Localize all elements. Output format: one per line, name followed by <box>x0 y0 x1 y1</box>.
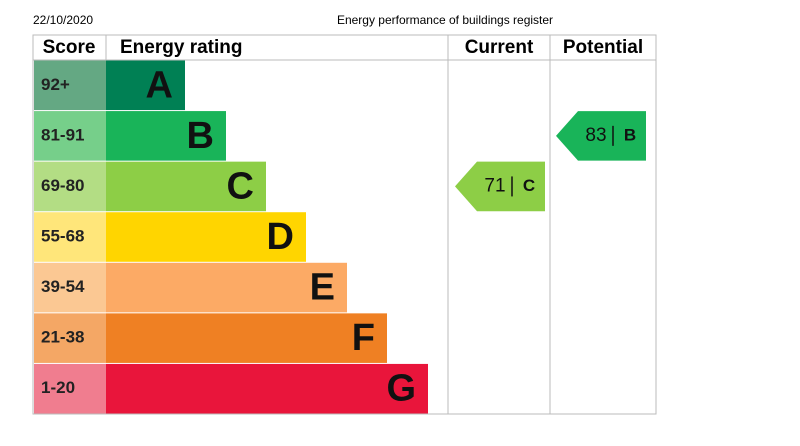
score-cell <box>34 313 106 363</box>
rating-letter: B <box>187 115 214 157</box>
score-cell <box>34 363 106 414</box>
column-header: Current <box>465 37 534 58</box>
score-cell <box>34 60 106 111</box>
score-label: 39-54 <box>41 277 85 296</box>
rating-letter: E <box>310 267 335 309</box>
score-cell <box>34 212 106 262</box>
date: 22/10/2020 <box>33 13 93 27</box>
potential-rating: B <box>624 125 636 144</box>
rating-bar <box>106 313 387 363</box>
rating-bar <box>106 161 266 212</box>
rating-bar <box>106 363 428 414</box>
score-label: 21-38 <box>41 328 84 347</box>
rating-bar <box>106 60 185 111</box>
column-header: Energy rating <box>120 37 242 58</box>
current-rating: C <box>523 176 535 195</box>
rating-letter: D <box>267 216 294 258</box>
score-cell <box>34 161 106 212</box>
page-title: Energy performance of buildings register <box>337 13 553 27</box>
table-frame <box>32 34 657 415</box>
rating-bar <box>106 212 306 262</box>
score-label: 92+ <box>41 75 70 94</box>
score-label: 81-91 <box>41 125 84 144</box>
rating-letter: C <box>227 165 254 207</box>
score-label: 55-68 <box>41 226 84 245</box>
score-cell <box>34 262 106 313</box>
potential-arrow <box>556 111 646 161</box>
rating-bar <box>106 111 226 161</box>
rating-bar <box>106 262 347 313</box>
rating-letter: F <box>352 317 375 359</box>
rating-letter: A <box>146 64 173 106</box>
potential-score: 83 <box>585 125 606 146</box>
score-label: 69-80 <box>41 176 84 195</box>
rating-letter: G <box>386 368 416 410</box>
score-cell <box>34 111 106 161</box>
current-score: 71 <box>484 175 505 196</box>
current-arrow <box>455 161 545 212</box>
column-header: Potential <box>563 37 643 58</box>
score-label: 1-20 <box>41 378 75 397</box>
column-header: Score <box>43 37 96 58</box>
